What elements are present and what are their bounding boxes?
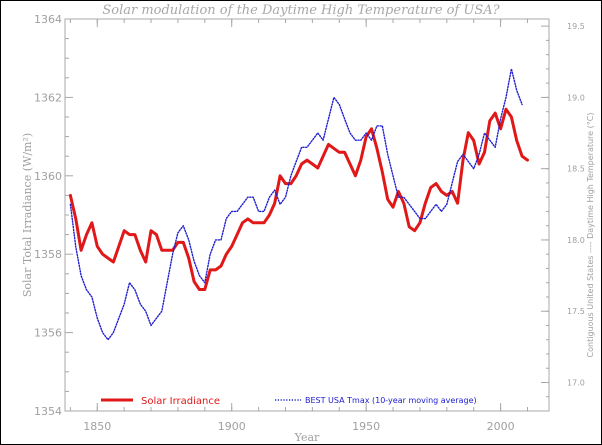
legend-label-tmax: BEST USA Tmax (10-year moving average)	[305, 396, 477, 405]
legend: Solar Irradiance BEST USA Tmax (10-year …	[101, 396, 477, 407]
y2-axis-label: Contiguous United States ---- Daytime Hi…	[586, 113, 595, 358]
x-axis-label: Year	[294, 431, 320, 444]
plot-border	[64, 18, 550, 412]
y-axis-label: Solar Total Irradiance (W/m²)	[21, 133, 34, 297]
legend-label-solar: Solar Irradiance	[141, 396, 220, 407]
chart-title: Solar modulation of the Daytime High Tem…	[102, 3, 500, 18]
y-tick-label: 1362	[34, 91, 62, 104]
series-line-tmax	[69, 68, 523, 341]
plot-area	[64, 18, 550, 412]
x-tick-label: 1950	[352, 420, 380, 433]
y-tick-label: 1364	[34, 13, 62, 26]
series-group	[68, 68, 529, 341]
y-tick-label: 1360	[34, 170, 62, 183]
y-tick-label: 1358	[34, 248, 62, 261]
y2-tick-label: 17.5	[567, 307, 585, 316]
y2-tick-label: 19.5	[567, 22, 585, 31]
y-tick-label: 1354	[34, 405, 62, 418]
y2-tick-label: 18.5	[567, 165, 585, 174]
x-tick-label: 1900	[218, 420, 246, 433]
series-line-solar	[68, 107, 529, 291]
y2-tick-label: 18.0	[567, 236, 585, 245]
y-tick-label: 1356	[34, 327, 62, 340]
y2-tick-label: 17.0	[567, 378, 585, 387]
x-tick-label: 2000	[487, 420, 515, 433]
y2-tick-label: 19.0	[567, 93, 585, 102]
x-tick-label: 1850	[83, 420, 111, 433]
ticks: 1850 1900 1950 2000 1354 1356 1358 1360 1362 1364…	[34, 13, 585, 433]
